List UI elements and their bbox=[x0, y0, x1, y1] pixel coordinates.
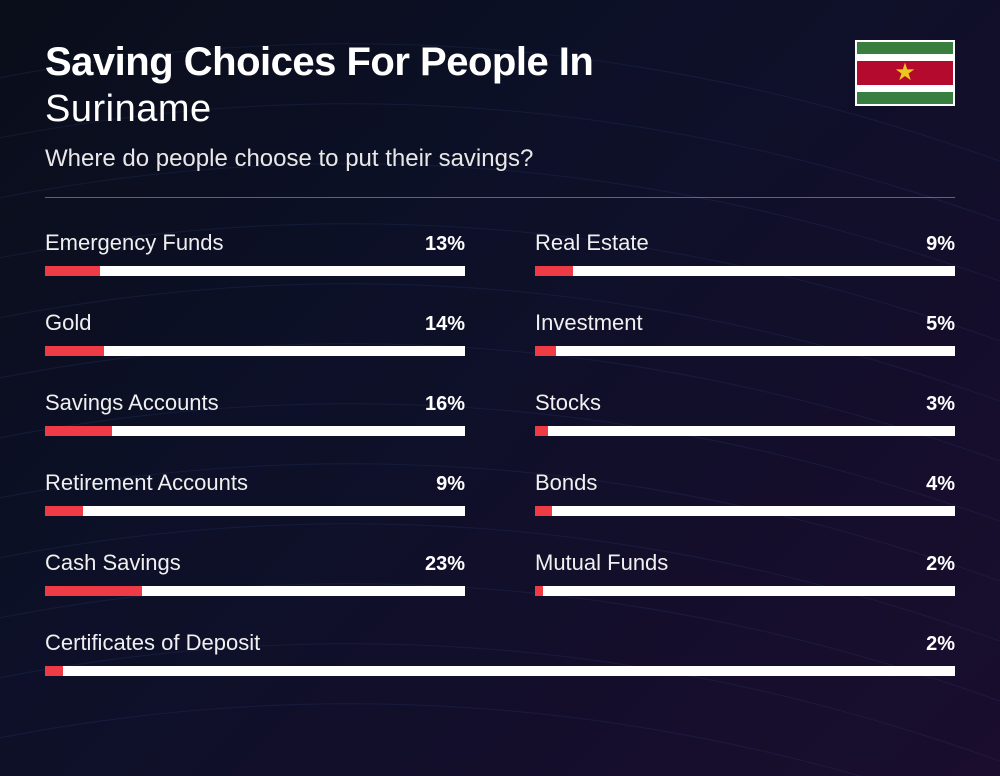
bar-item: Cash Savings 23% bbox=[45, 550, 465, 596]
bar-fill bbox=[45, 266, 100, 276]
bar-item: Retirement Accounts 9% bbox=[45, 470, 465, 516]
bar-header: Bonds 4% bbox=[535, 470, 955, 496]
bar-value: 4% bbox=[926, 473, 955, 496]
page-title: Saving Choices For People In bbox=[45, 40, 855, 84]
bar-item: Savings Accounts 16% bbox=[45, 390, 465, 436]
bar-track bbox=[45, 426, 465, 436]
bar-value: 14% bbox=[425, 313, 465, 336]
bar-label: Real Estate bbox=[535, 230, 649, 256]
bar-label: Mutual Funds bbox=[535, 550, 668, 576]
bar-fill bbox=[535, 426, 548, 436]
bar-header: Certificates of Deposit 2% bbox=[45, 630, 955, 656]
bar-header: Investment 5% bbox=[535, 310, 955, 336]
bar-track bbox=[45, 666, 955, 676]
header: Saving Choices For People In Suriname Wh… bbox=[45, 40, 955, 173]
bar-item: Real Estate 9% bbox=[535, 230, 955, 276]
bar-track bbox=[535, 426, 955, 436]
bar-fill bbox=[45, 506, 83, 516]
bar-item: Investment 5% bbox=[535, 310, 955, 356]
bar-fill bbox=[45, 426, 112, 436]
bar-value: 2% bbox=[926, 553, 955, 576]
bar-label: Retirement Accounts bbox=[45, 470, 248, 496]
bar-fill bbox=[535, 346, 556, 356]
title-block: Saving Choices For People In Suriname Wh… bbox=[45, 40, 855, 173]
bar-fill bbox=[535, 506, 552, 516]
bar-track bbox=[535, 506, 955, 516]
bar-value: 13% bbox=[425, 233, 465, 256]
bar-header: Emergency Funds 13% bbox=[45, 230, 465, 256]
bar-fill bbox=[45, 346, 104, 356]
country-name: Suriname bbox=[45, 88, 855, 131]
bar-value: 9% bbox=[926, 233, 955, 256]
flag-suriname-icon: ★ bbox=[855, 40, 955, 106]
bar-item: Gold 14% bbox=[45, 310, 465, 356]
bar-value: 23% bbox=[425, 553, 465, 576]
bar-item: Mutual Funds 2% bbox=[535, 550, 955, 596]
bar-label: Stocks bbox=[535, 390, 601, 416]
bar-header: Stocks 3% bbox=[535, 390, 955, 416]
bar-header: Savings Accounts 16% bbox=[45, 390, 465, 416]
bar-item: Bonds 4% bbox=[535, 470, 955, 516]
bar-track bbox=[45, 586, 465, 596]
bar-header: Retirement Accounts 9% bbox=[45, 470, 465, 496]
bar-fill bbox=[45, 586, 142, 596]
bar-item: Stocks 3% bbox=[535, 390, 955, 436]
bar-value: 16% bbox=[425, 393, 465, 416]
bar-label: Cash Savings bbox=[45, 550, 181, 576]
bar-header: Mutual Funds 2% bbox=[535, 550, 955, 576]
bar-header: Real Estate 9% bbox=[535, 230, 955, 256]
bar-track bbox=[535, 346, 955, 356]
bar-value: 3% bbox=[926, 393, 955, 416]
bar-header: Cash Savings 23% bbox=[45, 550, 465, 576]
bar-header: Gold 14% bbox=[45, 310, 465, 336]
bar-value: 9% bbox=[436, 473, 465, 496]
bar-track bbox=[45, 506, 465, 516]
bar-track bbox=[535, 266, 955, 276]
bar-fill bbox=[45, 666, 63, 676]
bar-fill bbox=[535, 266, 573, 276]
bar-track bbox=[45, 346, 465, 356]
bars-grid: Emergency Funds 13% Real Estate 9% Gold 14% In… bbox=[45, 230, 955, 676]
bar-item: Emergency Funds 13% bbox=[45, 230, 465, 276]
bar-label: Savings Accounts bbox=[45, 390, 219, 416]
bar-value: 2% bbox=[926, 633, 955, 656]
bar-label: Emergency Funds bbox=[45, 230, 224, 256]
bar-fill bbox=[535, 586, 543, 596]
divider bbox=[45, 197, 955, 198]
bar-label: Bonds bbox=[535, 470, 597, 496]
bar-label: Certificates of Deposit bbox=[45, 630, 260, 656]
bar-label: Gold bbox=[45, 310, 91, 336]
bar-track bbox=[535, 586, 955, 596]
bar-item: Certificates of Deposit 2% bbox=[45, 630, 955, 676]
bar-track bbox=[45, 266, 465, 276]
bar-label: Investment bbox=[535, 310, 643, 336]
bar-value: 5% bbox=[926, 313, 955, 336]
page-subtitle: Where do people choose to put their savi… bbox=[45, 145, 855, 173]
